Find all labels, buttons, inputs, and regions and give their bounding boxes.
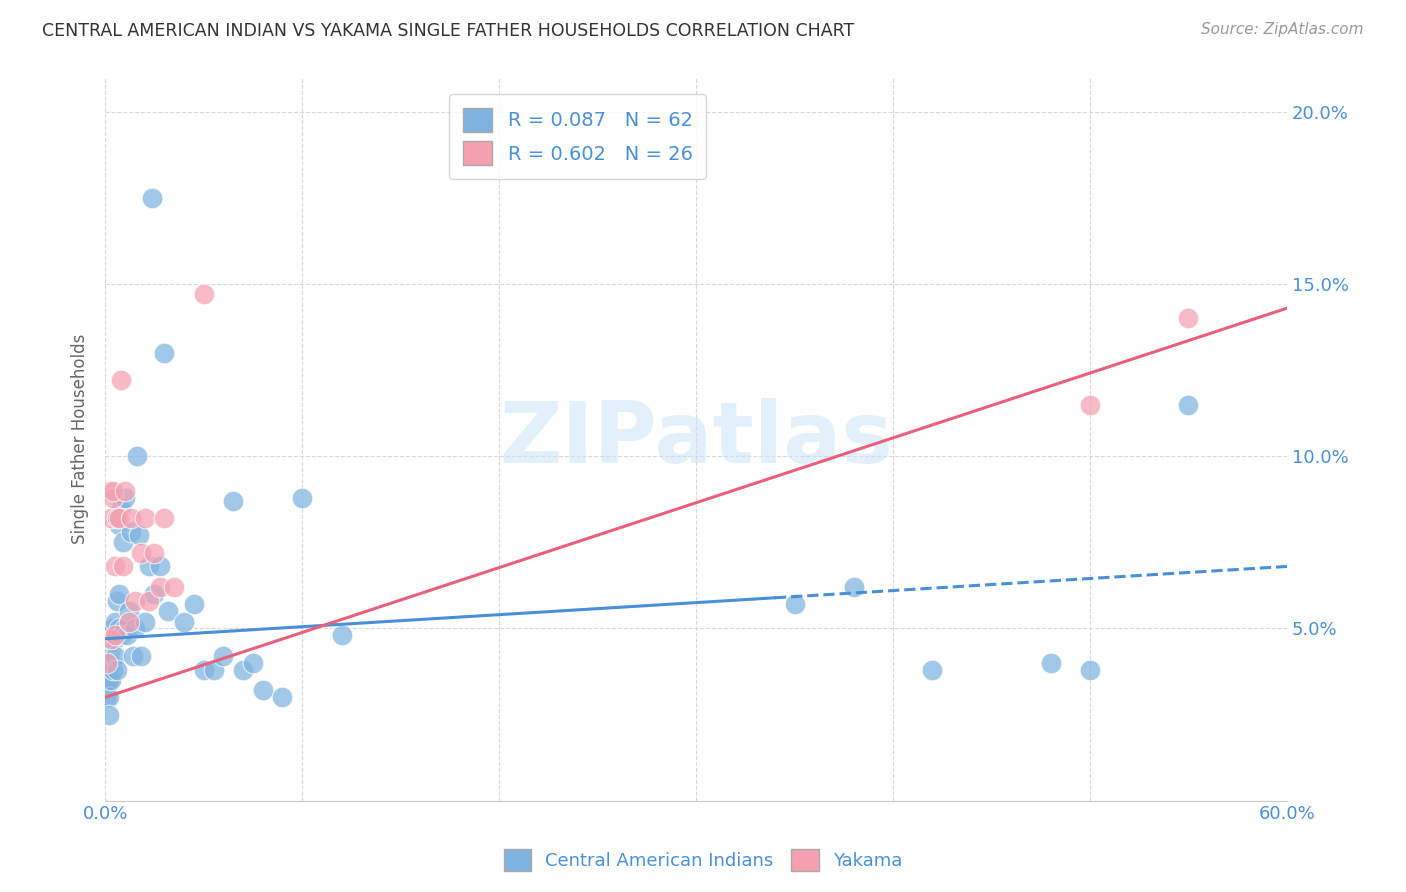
Point: [173, 615, 195, 629]
Point: [110, 628, 132, 642]
Point: [110, 500, 132, 515]
Point: [101, 491, 124, 505]
Point: [138, 559, 160, 574]
Point: [98, 483, 121, 498]
Point: [96, 673, 118, 687]
Text: ZIPatlas: ZIPatlas: [499, 398, 893, 481]
Point: [108, 622, 131, 636]
Point: [108, 587, 131, 601]
Point: [105, 594, 128, 608]
Point: [101, 483, 124, 498]
Point: [118, 604, 141, 618]
Point: [143, 546, 166, 560]
Point: [153, 346, 176, 360]
Point: [114, 622, 136, 636]
Point: [100, 632, 122, 646]
Point: [98, 663, 121, 677]
Point: [100, 673, 122, 687]
Point: [141, 191, 163, 205]
Point: [1177, 398, 1199, 412]
Point: [1078, 398, 1101, 412]
Point: [96, 663, 118, 677]
Text: Source: ZipAtlas.com: Source: ZipAtlas.com: [1201, 22, 1364, 37]
Point: [163, 580, 186, 594]
Point: [98, 673, 121, 687]
Point: [104, 648, 127, 663]
Point: [291, 491, 314, 505]
Point: [1078, 663, 1101, 677]
Point: [118, 615, 141, 629]
Point: [111, 559, 134, 574]
Y-axis label: Single Father Households: Single Father Households: [72, 334, 89, 544]
Point: [96, 656, 118, 670]
Point: [921, 663, 943, 677]
Point: [149, 559, 172, 574]
Point: [111, 535, 134, 549]
Point: [157, 604, 180, 618]
Point: [138, 594, 160, 608]
Text: CENTRAL AMERICAN INDIAN VS YAKAMA SINGLE FATHER HOUSEHOLDS CORRELATION CHART: CENTRAL AMERICAN INDIAN VS YAKAMA SINGLE…: [42, 22, 855, 40]
Point: [124, 622, 146, 636]
Point: [98, 707, 121, 722]
Point: [96, 656, 118, 670]
Point: [105, 663, 128, 677]
Point: [101, 622, 124, 636]
Point: [134, 511, 156, 525]
Point: [120, 524, 142, 539]
Point: [100, 642, 122, 657]
Point: [108, 518, 131, 533]
Point: [232, 663, 254, 677]
Point: [842, 580, 865, 594]
Legend: Central American Indians, Yakama: Central American Indians, Yakama: [496, 842, 910, 879]
Point: [100, 628, 122, 642]
Point: [124, 594, 146, 608]
Point: [115, 628, 138, 642]
Point: [114, 491, 136, 505]
Point: [105, 511, 128, 525]
Point: [104, 559, 127, 574]
Point: [121, 648, 143, 663]
Point: [330, 628, 353, 642]
Point: [125, 449, 148, 463]
Point: [212, 648, 235, 663]
Point: [153, 511, 176, 525]
Point: [193, 287, 215, 301]
Point: [1177, 311, 1199, 326]
Point: [193, 663, 215, 677]
Point: [98, 648, 121, 663]
Point: [104, 615, 127, 629]
Point: [252, 683, 274, 698]
Point: [143, 587, 166, 601]
Point: [120, 511, 142, 525]
Point: [100, 511, 122, 525]
Point: [98, 690, 121, 705]
Point: [101, 635, 124, 649]
Point: [110, 374, 132, 388]
Point: [783, 597, 806, 611]
Point: [104, 632, 127, 646]
Point: [108, 511, 131, 525]
Point: [149, 580, 172, 594]
Point: [129, 546, 152, 560]
Point: [1039, 656, 1062, 670]
Point: [129, 648, 152, 663]
Point: [242, 656, 264, 670]
Point: [183, 597, 205, 611]
Point: [134, 615, 156, 629]
Point: [128, 528, 150, 542]
Point: [114, 483, 136, 498]
Point: [100, 656, 122, 670]
Point: [271, 690, 294, 705]
Point: [222, 494, 245, 508]
Point: [96, 690, 118, 705]
Legend: R = 0.087   N = 62, R = 0.602   N = 26: R = 0.087 N = 62, R = 0.602 N = 26: [450, 95, 706, 178]
Point: [101, 663, 124, 677]
Point: [202, 663, 225, 677]
Point: [104, 628, 127, 642]
